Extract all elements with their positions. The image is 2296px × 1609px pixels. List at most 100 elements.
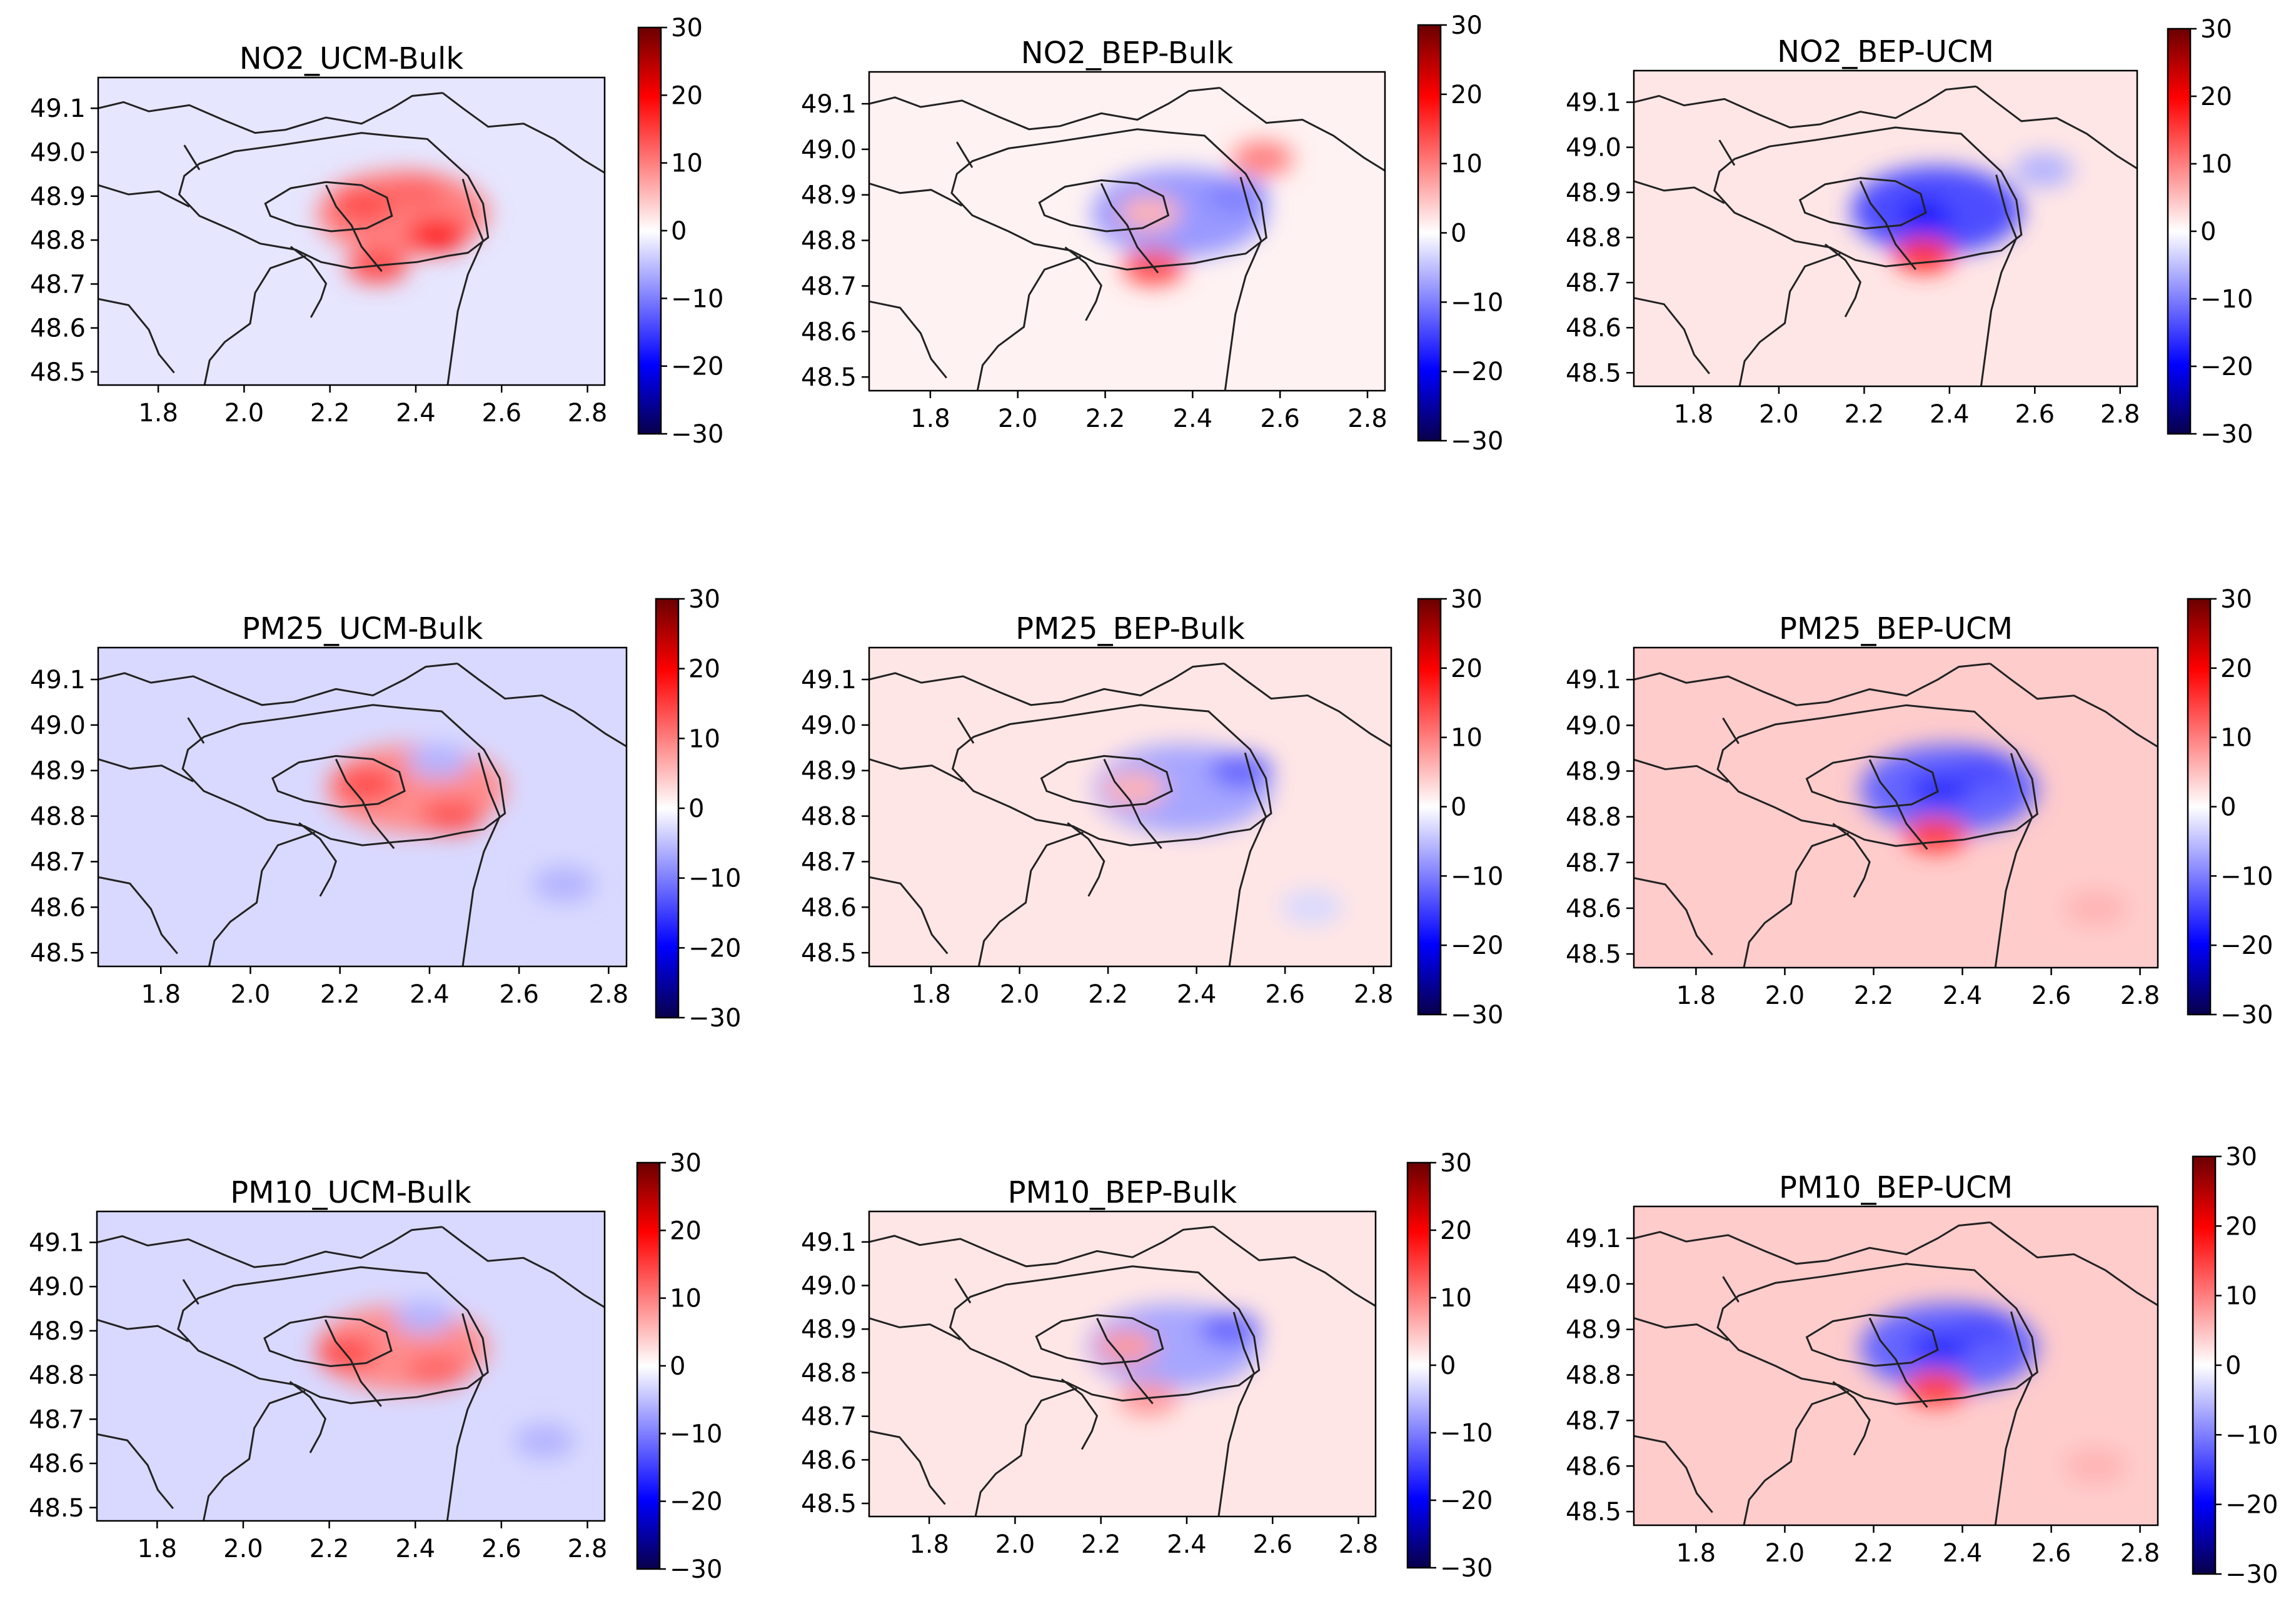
boundary-line — [1738, 253, 1841, 386]
boundary-line — [1994, 753, 2033, 968]
colorbar-tick-label: 20 — [2220, 654, 2252, 683]
colorbar-tick-label: 20 — [1451, 81, 1483, 109]
boundary-line — [1994, 1311, 2033, 1525]
boundary-paris — [1805, 1313, 1939, 1367]
colorbar-tick-label: −20 — [2200, 353, 2253, 381]
y-tick-label: 48.9 — [30, 757, 86, 786]
boundary-line — [1868, 1317, 1928, 1408]
y-tick-label: 48.9 — [1566, 1316, 1621, 1345]
x-tick-label: 2.2 — [310, 1535, 350, 1563]
heatmap-field — [869, 72, 1385, 391]
colorbar-tick-label: 30 — [1451, 585, 1483, 614]
colorbar-tick-label: 20 — [670, 1216, 702, 1245]
heatmap-hotspot — [2064, 1448, 2127, 1484]
colorbar-tick-label: 30 — [1451, 11, 1483, 40]
boundary-line — [1634, 663, 1990, 706]
boundary-line — [183, 144, 201, 171]
colorbar: 30 20 10 0 −10 −20 −30 — [655, 585, 741, 1033]
boundary-line — [446, 179, 485, 385]
boundary-line — [1989, 663, 2158, 748]
colorbar-gradient — [636, 1161, 661, 1570]
y-tick-label: 48.7 — [1566, 1406, 1621, 1435]
x-tick-label: 2.0 — [995, 1530, 1035, 1559]
boundary-line — [1224, 176, 1262, 391]
boundary-paris — [263, 1315, 393, 1368]
colorbar-tick-label: −20 — [670, 1488, 722, 1516]
colorbar-gradient — [1417, 24, 1442, 442]
boundary-line — [1980, 174, 2018, 386]
boundary-line — [98, 298, 175, 374]
x-tick-label: 2.0 — [1000, 980, 1040, 1009]
boundary-line — [461, 752, 501, 966]
x-tick-label: 2.6 — [1260, 404, 1300, 433]
y-tick-label: 49.1 — [1566, 89, 1621, 118]
boundary-paris — [1798, 177, 1927, 230]
x-tick-label: 2.6 — [2032, 1539, 2072, 1568]
x-tick-label: 2.8 — [568, 1535, 608, 1563]
heatmap-hotspot — [1953, 1311, 2017, 1347]
colorbar-tick-label: 0 — [1440, 1351, 1456, 1380]
colorbar-tick-label: −10 — [688, 865, 741, 893]
colorbar-tick-label: −10 — [2225, 1421, 2278, 1450]
x-tick-label: 2.4 — [1943, 1539, 1983, 1568]
panel-title: PM10_BEP-UCM — [1779, 1170, 2013, 1205]
x-tick-label: 2.2 — [310, 399, 350, 428]
x-tick-label: 2.0 — [998, 404, 1038, 433]
colorbar-tick-label: −20 — [671, 353, 723, 381]
colorbar-tick-label: 10 — [1451, 150, 1483, 179]
colorbar-tick-label: −30 — [1451, 427, 1503, 456]
y-tick-label: 48.7 — [30, 270, 86, 299]
y-tick-label: 48.5 — [1566, 1498, 1621, 1526]
y-tick-label: 48.8 — [1566, 1361, 1621, 1390]
y-tick-label: 49.0 — [1566, 1270, 1621, 1299]
plot-frame — [1633, 1205, 2159, 1526]
panel-title: NO2_BEP-UCM — [1777, 34, 1994, 69]
colorbar-tick-label: 30 — [2200, 15, 2232, 44]
boundary-line — [1228, 752, 1267, 966]
boundary-line — [1634, 758, 1729, 783]
heatmap-hotspot — [1893, 238, 1955, 273]
boundary-line — [446, 1313, 484, 1521]
boundary-paris — [1038, 179, 1170, 233]
y-tick-label: 48.8 — [30, 803, 86, 831]
x-tick-label: 2.8 — [1339, 1530, 1379, 1559]
colorbar-tick-label: −30 — [670, 1555, 722, 1584]
plot-frame — [1633, 646, 2159, 969]
y-tick-label: 48.9 — [801, 181, 857, 210]
heatmap-field — [97, 1211, 605, 1521]
x-tick-label: 2.6 — [499, 980, 539, 1009]
panel-pm25-bep-bulk: PM25_BEP-Bulk 1.8 2.0 2.2 2.4 2.6 2.8 48.5 48.6 4… — [801, 585, 1503, 1030]
plot-frame — [868, 71, 1386, 392]
boundary-line — [974, 1387, 1077, 1516]
heatmap-hotspot — [2064, 890, 2127, 926]
admin-boundaries — [1634, 85, 2137, 386]
panel-no2-ucm-bulk: NO2_UCM-Bulk 1.8 2.0 2.2 2.4 2.6 2.8 48.5 48.6 48… — [30, 14, 723, 449]
x-tick-label: 2.4 — [396, 399, 436, 428]
colorbar-tick-label: 10 — [688, 724, 720, 753]
boundary-line — [203, 1390, 306, 1521]
heatmap-hotspot — [406, 744, 470, 779]
colorbar-tick-label: −20 — [2225, 1491, 2278, 1520]
colorbar-tick-label: 0 — [671, 217, 687, 246]
y-tick-label: 48.8 — [30, 226, 86, 255]
colorbar-tick-label: −20 — [688, 934, 741, 963]
heatmap-field — [1634, 648, 2158, 968]
colorbar-tick-label: −10 — [1451, 288, 1503, 317]
y-tick-label: 49.1 — [801, 666, 857, 694]
y-tick-label: 48.7 — [1566, 269, 1621, 298]
boundary-line — [869, 758, 964, 783]
boundary-line — [187, 717, 205, 744]
x-tick-label: 1.8 — [1676, 1539, 1716, 1568]
colorbar: 30 20 10 0 −10 −20 −30 — [637, 14, 723, 449]
y-tick-label: 48.7 — [801, 1403, 857, 1431]
boundary-line — [1975, 86, 2137, 169]
panel-no2-bep-bulk: NO2_BEP-Bulk 1.8 2.0 2.2 2.4 2.6 2.8 48.5 48.6 48… — [801, 11, 1503, 456]
y-tick-label: 49.0 — [1566, 134, 1621, 163]
boundary-line — [1743, 832, 1850, 968]
y-tick-label: 48.6 — [30, 893, 86, 922]
panel-pm25-bep-ucm: PM25_BEP-UCM 1.8 2.0 2.2 2.4 2.6 2.8 48.5 48.6 48… — [1566, 585, 2273, 1030]
y-tick-label: 48.7 — [30, 848, 86, 876]
boundary-paris — [1805, 755, 1939, 809]
panel-pm25-ucm-bulk: PM25_UCM-Bulk 1.8 2.0 2.2 2.4 2.6 2.8 48.5 48.6 4… — [30, 585, 741, 1033]
x-tick-label: 1.8 — [138, 399, 178, 428]
